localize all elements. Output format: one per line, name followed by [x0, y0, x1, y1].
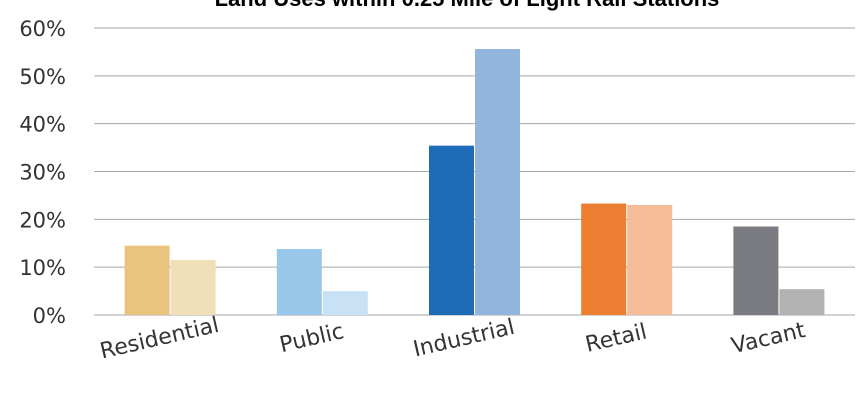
x-tick-label-residential: Residential: [98, 313, 222, 365]
y-tick-label: 0%: [33, 304, 66, 328]
chart-title: Land Uses within 0.25 Mile of Light Rail…: [215, 0, 720, 11]
bar-vacant-2: [779, 289, 825, 315]
bar-industrial-1: [429, 145, 474, 315]
x-tick-label-industrial: Industrial: [411, 315, 517, 363]
bar-residential-2: [170, 259, 216, 315]
bar-vacant-1: [733, 226, 779, 315]
y-tick-label: 10%: [19, 256, 66, 280]
y-tick-label: 60%: [19, 17, 66, 41]
bar-industrial-2: [475, 49, 520, 316]
x-tick-label-public: Public: [277, 319, 346, 358]
y-tick-label: 40%: [19, 113, 66, 137]
y-tick-label: 50%: [19, 65, 66, 89]
bar-retail-2: [627, 204, 673, 315]
y-axis-tick-labels: 0% 10% 20% 30% 40% 50% 60%: [19, 17, 66, 328]
bar-public-2: [322, 291, 368, 315]
gridlines: [94, 27, 855, 316]
x-axis-tick-labels: Residential Public Industrial Retail Vacant: [98, 313, 808, 365]
bar-retail-1: [581, 203, 627, 315]
bar-public-1: [276, 248, 322, 315]
y-tick-label: 30%: [19, 161, 66, 185]
x-tick-label-vacant: Vacant: [729, 318, 808, 359]
bars: [124, 49, 825, 316]
x-tick-label-retail: Retail: [583, 319, 649, 357]
y-tick-label: 20%: [19, 208, 66, 232]
bar-residential-1: [124, 245, 170, 315]
